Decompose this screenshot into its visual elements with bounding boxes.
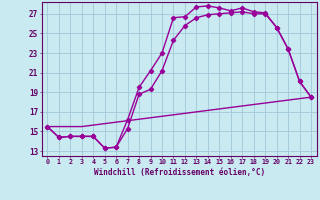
X-axis label: Windchill (Refroidissement éolien,°C): Windchill (Refroidissement éolien,°C) [94, 168, 265, 177]
